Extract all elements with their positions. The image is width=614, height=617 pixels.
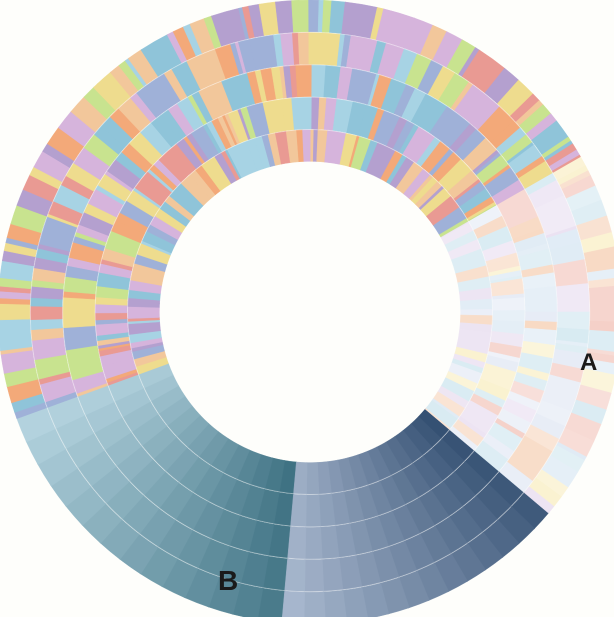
label-b: B [218,565,238,596]
pastel-block-A-segment [449,426,478,451]
multicolor-rest-segment [127,305,160,319]
multicolor-rest-segment [298,0,310,33]
multicolor-rest-segment [297,32,310,65]
navy-block-B-segment [290,494,307,527]
ring-divider [29,31,591,593]
navy-block-B-segment [282,590,305,617]
multicolor-rest-segment [30,318,63,331]
ring-divider [127,129,493,495]
pastel-block-A-segment [557,311,590,331]
multicolor-rest-segment [468,204,497,222]
pastel-block-A-segment [524,285,558,306]
multicolor-rest-segment [551,154,581,173]
pastel-block-A-segment [523,486,555,514]
multicolor-rest-segment [438,218,469,238]
navy-block-B-segment [303,559,325,592]
multicolor-rest-segment [0,302,31,321]
navy-block-B-segment [304,526,323,560]
pastel-block-A-segment [588,285,614,323]
center-hole [160,162,460,462]
navy-block-B-segment [303,591,326,617]
multicolor-rest-segment [302,129,312,162]
multicolor-rest-segment [0,318,33,351]
multicolor-rest-segment [30,305,63,321]
multicolor-rest-segment [308,32,342,66]
navy-block-B-segment [305,462,320,495]
navy-block-B-segment [322,590,347,617]
multicolor-rest-segment [62,296,96,329]
pastel-block-A-segment [474,440,509,472]
multicolor-rest-segment [518,160,553,189]
multicolor-rest-segment [275,0,295,34]
multicolor-rest-segment [295,64,313,98]
multicolor-rest-segment [95,312,128,321]
pastel-block-A-segment [492,297,525,312]
ring-divider [62,64,558,560]
navy-block-B-segment [287,526,307,560]
pastel-block-A-segment [499,461,533,493]
label-a: A [580,349,597,376]
navy-block-B-segment [293,461,308,495]
ring-divider [94,96,526,528]
navy-block-B-segment [305,494,321,527]
multicolor-rest-segment [291,97,313,130]
multicolor-rest-segment [491,179,525,206]
pastel-block-A-segment [424,407,451,430]
navy-block-B-segment [284,558,306,592]
pastel-block-A-segment [525,303,558,313]
navy-block-B-segment [321,557,344,592]
pastel-block-A-segment [556,283,590,313]
